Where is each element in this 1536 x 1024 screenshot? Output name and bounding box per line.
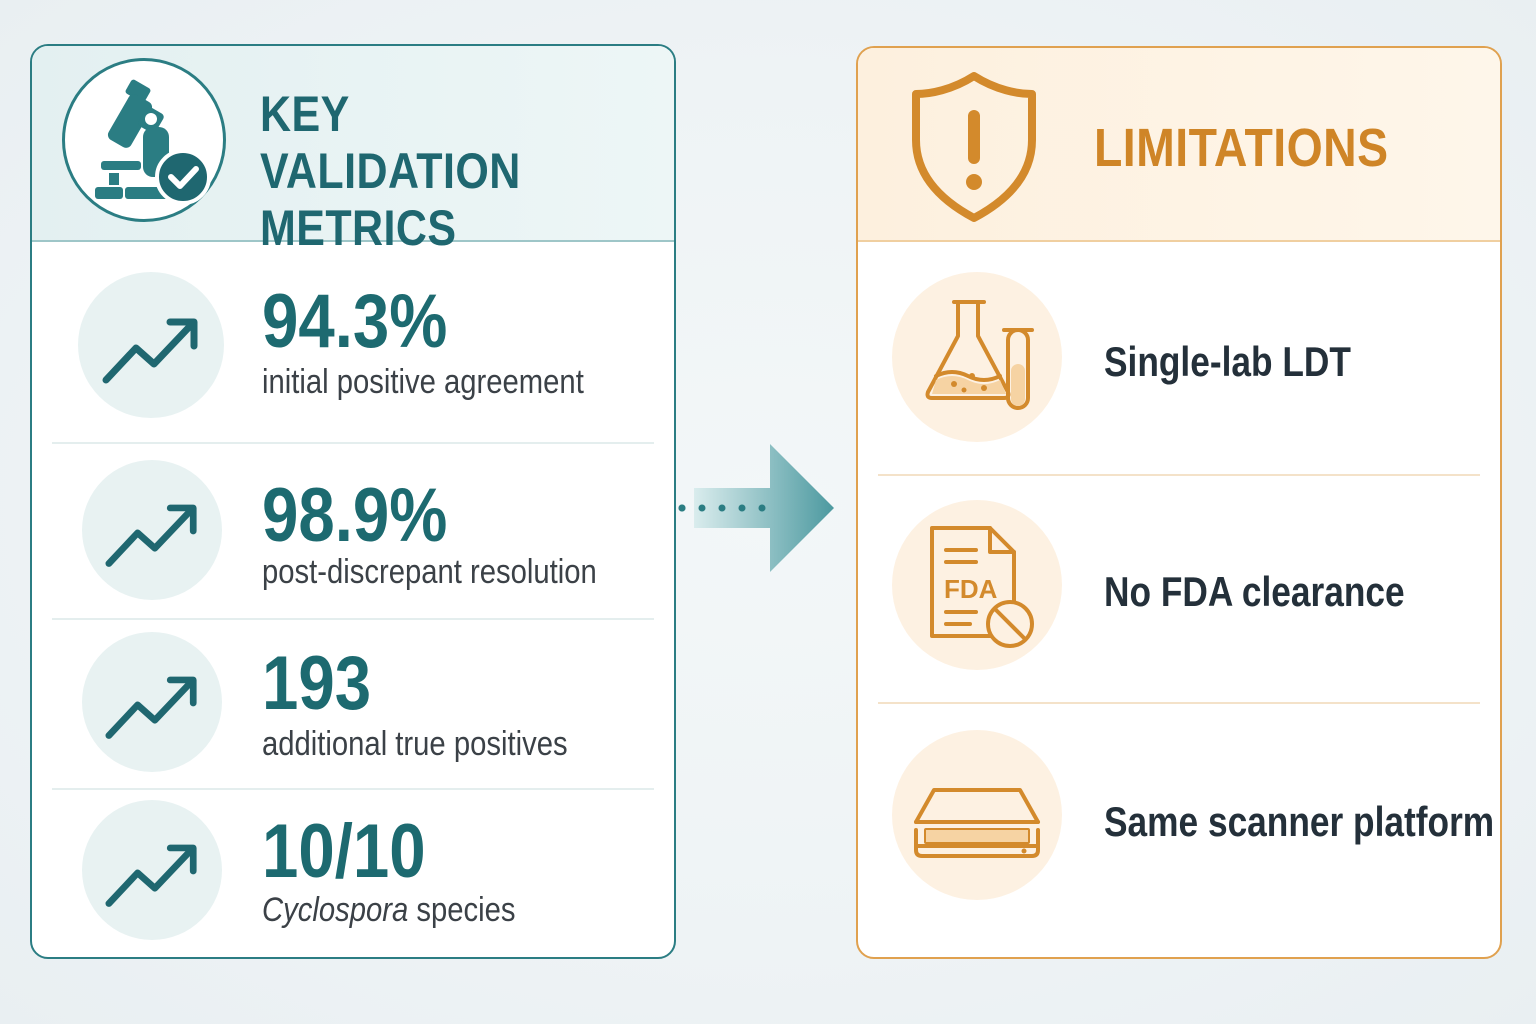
divider [878,702,1480,704]
limitation-row: FDA No FDA clearance [878,476,1480,704]
divider [52,788,654,790]
metrics-title-line2: METRICS [260,200,457,256]
limitations-header: LIMITATIONS [858,48,1500,242]
connector-arrow-icon [674,440,844,580]
limitations-panel: LIMITATIONS Single-lab LDT [856,46,1502,959]
fda-icon-text: FDA [944,574,998,604]
shield-warning-icon [908,70,1040,229]
microscope-check-icon [62,58,226,222]
trend-up-icon [82,632,222,772]
metric-value: 193 [262,641,372,726]
limitation-row: Single-lab LDT [878,242,1480,476]
metrics-header: KEY VALIDATION METRICS [32,46,674,256]
trend-up-icon [82,460,222,600]
metric-row: 94.3% initial positive agreement [52,242,654,444]
flask-tube-icon [892,272,1062,442]
metric-label: initial positive agreement [262,363,584,401]
divider [52,618,654,620]
fda-document-prohibited-icon: FDA [892,500,1062,670]
metric-label-rest: species [408,891,516,929]
divider [878,474,1480,476]
metric-label: post-discrepant resolution [262,553,597,591]
metric-label: Cyclospora species [262,890,516,930]
metric-value: 10/10 [262,809,426,894]
limitation-row: Same scanner platform [878,704,1494,934]
metric-label-italic: Cyclospora [262,891,409,929]
limitation-label: Same scanner platform [1104,798,1495,845]
metric-row: 10/10 Cyclospora species [52,790,654,957]
key-validation-metrics-panel: KEY VALIDATION METRICS 94.3% initial pos… [30,44,676,959]
metric-row: 98.9% post-discrepant resolution [52,444,654,620]
metric-value: 94.3% [262,279,448,364]
scanner-icon [892,730,1062,900]
metric-label: additional true positives [262,725,568,763]
metrics-title: KEY VALIDATION METRICS [260,86,621,257]
metric-row: 193 additional true positives [52,620,654,790]
metric-value: 98.9% [262,473,448,558]
limitation-label: Single-lab LDT [1104,338,1351,385]
trend-up-icon [78,272,224,418]
divider [52,442,654,444]
trend-up-icon [82,800,222,940]
metrics-title-line1: KEY VALIDATION [260,86,521,199]
limitations-title: LIMITATIONS [1094,118,1389,178]
limitation-label: No FDA clearance [1104,568,1405,615]
